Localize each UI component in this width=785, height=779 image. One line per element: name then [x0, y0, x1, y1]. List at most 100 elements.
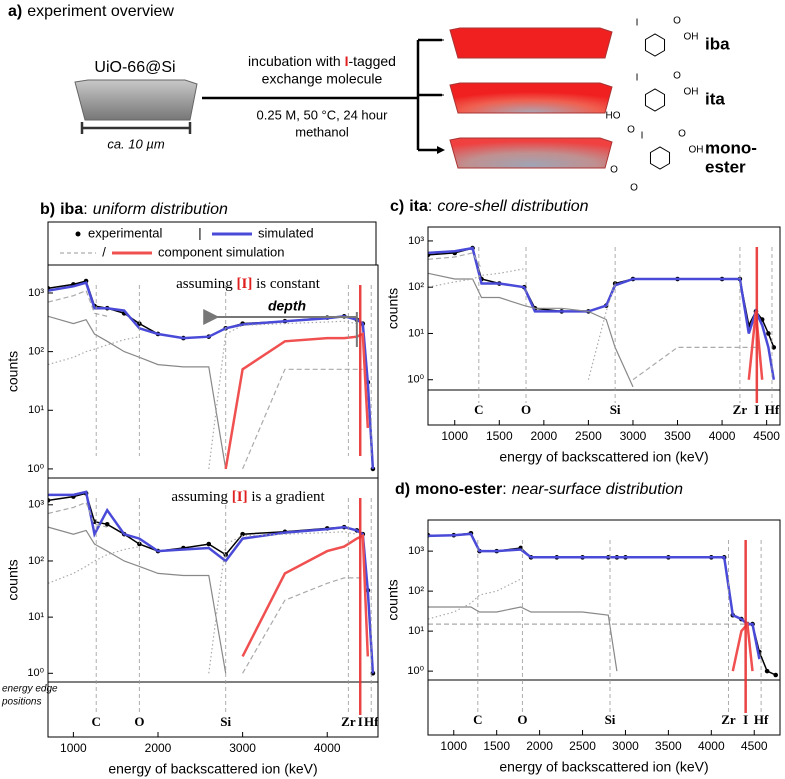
data-point [206, 541, 212, 547]
step-text: exchange molecule [262, 71, 383, 87]
step-text-tag: I [345, 53, 349, 69]
title-part: mono-ester [415, 481, 502, 498]
y-tick-label: 10⁰ [407, 665, 424, 677]
annotation-part: [I] [237, 276, 253, 292]
plot-area [428, 245, 777, 388]
edge-label: Si [610, 402, 621, 417]
panel-title: b) iba: uniform distribution [40, 201, 228, 218]
y-tick-label: 10⁰ [407, 374, 424, 386]
annotation: assuming [I] is a gradient [171, 489, 325, 505]
edge-note: energy edge [2, 684, 58, 695]
y-tick-label: 10² [28, 346, 44, 358]
atom-label: O [673, 16, 681, 27]
plot-frame [47, 264, 379, 479]
y-tick-label: 10¹ [28, 404, 44, 416]
edge-label: Si [220, 714, 231, 729]
atom-label: I [636, 73, 639, 84]
series-line [48, 490, 375, 674]
x-tick-label: 1000 [440, 739, 467, 753]
panel-title: d) mono-ester: near-surface distribution [395, 481, 683, 498]
arrow-heads [440, 39, 444, 150]
product-name: iba [705, 34, 730, 53]
legend-separator: / [102, 244, 106, 259]
edge-label: I [358, 714, 363, 729]
molecule-ring [649, 146, 671, 170]
data-point [771, 345, 777, 350]
x-tick-label: 3000 [229, 741, 256, 755]
atom-label: I [636, 18, 639, 29]
y-tick-label: 10² [28, 555, 44, 567]
scale-bar [80, 122, 192, 134]
data-point [104, 521, 110, 527]
x-tick-label: 1500 [486, 429, 513, 443]
title-part: iba [60, 201, 83, 218]
series-line [48, 320, 357, 469]
series-line [48, 501, 363, 674]
series-line [428, 252, 756, 381]
step-text: incubation with I-tagged [248, 53, 396, 69]
y-axis-label: counts [385, 579, 401, 620]
product-name: mono- [705, 138, 757, 157]
y-tick-label: 10³ [408, 235, 424, 247]
plot-frame [47, 477, 379, 738]
panel-letter: a) [8, 3, 22, 20]
y-tick-label: 10¹ [28, 611, 44, 623]
y-tick-label: 10² [408, 281, 424, 293]
x-tick-label: 4500 [741, 739, 768, 753]
title-part: d) [395, 481, 410, 498]
title-part: ita [409, 198, 428, 215]
y-tick-label: 10³ [28, 499, 44, 511]
y-tick-label: 10⁰ [27, 667, 44, 679]
y-tick-label: 10¹ [408, 327, 424, 339]
edge-label: O [134, 714, 144, 729]
atom-label: O [678, 129, 686, 140]
plot-area [48, 278, 376, 472]
y-axis-label: counts [5, 559, 21, 600]
x-tick-label: 2500 [575, 429, 602, 443]
edge-label: Hf [364, 714, 379, 729]
panel-title: experiment overview [27, 3, 174, 20]
x-tick-label: 1000 [441, 429, 468, 443]
y-axis-label: counts [385, 288, 401, 329]
sample-label: UiO-66@Si [94, 59, 175, 76]
solvent: methanol [295, 124, 349, 139]
legend-label: simulated [258, 225, 314, 240]
product-name: ita [705, 89, 725, 108]
legend-label: component simulation [158, 244, 284, 259]
title-part: near-surface distribution [512, 481, 683, 498]
title-part: : [83, 201, 87, 218]
title-part: : [428, 198, 432, 215]
x-axis-label: energy of backscattered ion (keV) [499, 449, 708, 465]
x-tick-label: 3500 [655, 739, 682, 753]
plot-frame [427, 226, 781, 426]
x-tick-label: 3000 [620, 429, 647, 443]
series-line [428, 606, 618, 672]
edge-label: I [743, 712, 748, 727]
title-part: b) [40, 201, 55, 218]
conditions: 0.25 M, 50 °C, 24 hour [257, 107, 389, 122]
crystal-iba [449, 27, 613, 59]
x-tick-label: 3000 [612, 739, 639, 753]
molecule-ring [644, 33, 666, 57]
legend-swatch [75, 231, 81, 237]
x-tick-label: 2500 [569, 739, 596, 753]
annotation-part: assuming [176, 276, 236, 292]
plot-area [428, 530, 779, 678]
crystal [74, 79, 198, 121]
annotation-part: assuming [171, 489, 231, 505]
edge-label: C [473, 712, 482, 727]
atom-label: OH [684, 32, 699, 43]
edge-label: Hf [754, 712, 769, 727]
x-tick-label: 1500 [483, 739, 510, 753]
data-point [48, 498, 51, 503]
crystal-ita [449, 82, 613, 114]
title-part: c) [390, 198, 404, 215]
atom-label: OH [689, 145, 704, 156]
series-line [428, 246, 776, 380]
atom-label: O [627, 125, 635, 136]
legend-label: experimental [88, 225, 163, 240]
y-tick-label: 10² [408, 585, 424, 597]
annotation: assuming [I] is constant [176, 276, 321, 292]
edge-label: Si [605, 712, 616, 727]
